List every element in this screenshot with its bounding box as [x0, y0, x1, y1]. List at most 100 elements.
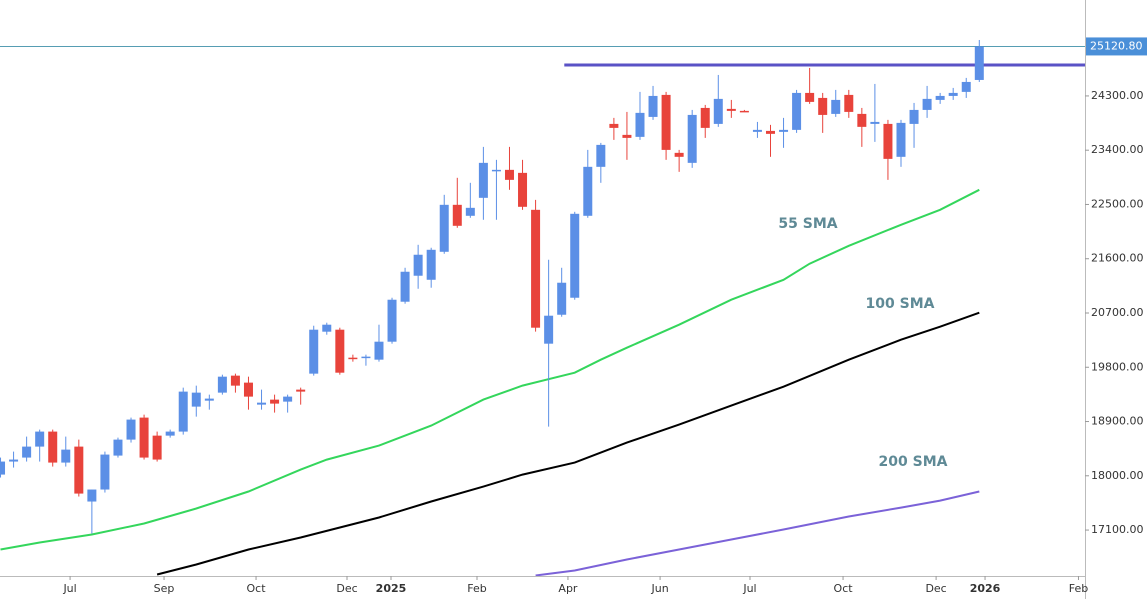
candle-body: [478, 162, 488, 198]
candle-body: [792, 92, 802, 130]
candle-body: [857, 113, 867, 127]
x-tick-label: Dec: [336, 582, 357, 595]
candle-body: [491, 169, 501, 172]
candle-body: [139, 417, 149, 458]
y-tick-label: 20700.00: [1091, 306, 1144, 319]
candle-body: [283, 396, 293, 402]
candle-body: [504, 169, 514, 180]
y-tick-label: 21600.00: [1091, 252, 1144, 265]
x-tick-label: Jul: [742, 582, 756, 595]
candle-body: [296, 389, 306, 392]
candle-body: [805, 92, 815, 102]
x-tick-label: Jun: [650, 582, 668, 595]
candle-body: [948, 92, 958, 96]
candle-body: [348, 357, 358, 360]
candle-body: [765, 130, 775, 134]
x-tick-label: Oct: [247, 582, 267, 595]
candle-body: [0, 461, 6, 475]
candle-body: [178, 391, 188, 432]
candle-body: [726, 108, 736, 111]
candle-body: [622, 134, 632, 138]
candle-body: [361, 356, 371, 359]
sma-label: 100 SMA: [866, 296, 935, 312]
candle-body: [583, 166, 593, 216]
y-tick-label: 17100.00: [1091, 523, 1144, 536]
candle-body: [818, 97, 828, 115]
candle-body: [557, 282, 567, 315]
y-tick-label: 18900.00: [1091, 415, 1144, 428]
price-label: 25120.80: [1090, 39, 1143, 52]
candle-body: [974, 46, 984, 80]
candle-body: [870, 121, 880, 124]
candle-body: [61, 449, 71, 463]
candle-body: [100, 454, 110, 490]
candle-body: [309, 329, 319, 374]
x-tick-label: Oct: [834, 582, 854, 595]
candle-body: [22, 446, 32, 458]
candle-body: [648, 95, 658, 117]
sma-line: [156, 311, 980, 576]
candle-body: [270, 399, 280, 404]
candle-body: [257, 402, 267, 405]
candle-body: [113, 439, 123, 456]
candle-body: [243, 382, 253, 397]
candle-body: [661, 94, 671, 150]
candle-body: [609, 123, 619, 128]
y-tick-label: 18000.00: [1091, 469, 1144, 482]
candle-body: [230, 375, 240, 386]
candle-body: [465, 207, 475, 216]
sma-label: 200 SMA: [879, 454, 948, 470]
x-tick-label: Dec: [925, 582, 946, 595]
candle-body: [400, 271, 410, 302]
candle-body: [413, 254, 423, 276]
candle-body: [322, 324, 332, 332]
candle-body: [961, 81, 971, 92]
candle-body: [779, 129, 789, 132]
candle-body: [387, 299, 397, 342]
candle-body: [191, 392, 201, 407]
candle-body: [570, 213, 580, 298]
candle-body: [426, 249, 436, 280]
candle-body: [518, 172, 528, 207]
candle-body: [935, 95, 945, 100]
x-tick-label: 2026: [970, 582, 1001, 595]
x-tick-label: Apr: [558, 582, 578, 595]
x-tick-label: Feb: [467, 582, 486, 595]
candle-body: [544, 315, 554, 344]
sma-line: [535, 490, 980, 576]
candle-body: [217, 376, 227, 393]
x-tick-label: Jul: [62, 582, 76, 595]
y-tick-label: 22500.00: [1091, 197, 1144, 210]
candle-body: [844, 94, 854, 112]
candle-body: [374, 341, 384, 360]
candle-body: [596, 144, 606, 167]
candle-body: [9, 459, 19, 462]
price-label-box: [1086, 37, 1147, 56]
candle-body: [126, 419, 136, 440]
candle-body: [752, 129, 762, 132]
candle-body: [922, 98, 932, 110]
candle-body: [531, 209, 541, 328]
candle-body: [739, 110, 749, 113]
candle-body: [687, 114, 697, 163]
candle-body: [335, 329, 345, 373]
y-tick-label: 24300.00: [1091, 89, 1144, 102]
candle-body: [152, 435, 162, 460]
candle-body: [831, 99, 841, 114]
plot-area: [0, 39, 1085, 576]
candle-body: [439, 204, 449, 252]
sma-label: 55 SMA: [778, 216, 837, 232]
candle-body: [87, 489, 97, 502]
candle-body: [452, 204, 462, 226]
x-tick-label: Sep: [154, 582, 175, 595]
candle-body: [713, 98, 723, 124]
sma-line: [0, 188, 980, 551]
candle-body: [700, 107, 710, 128]
x-tick-label: Feb: [1069, 582, 1088, 595]
candle-body: [635, 112, 645, 137]
candle-body: [674, 152, 684, 157]
candle-body: [35, 431, 45, 447]
candle-body: [896, 122, 906, 157]
candle-body: [883, 123, 893, 159]
